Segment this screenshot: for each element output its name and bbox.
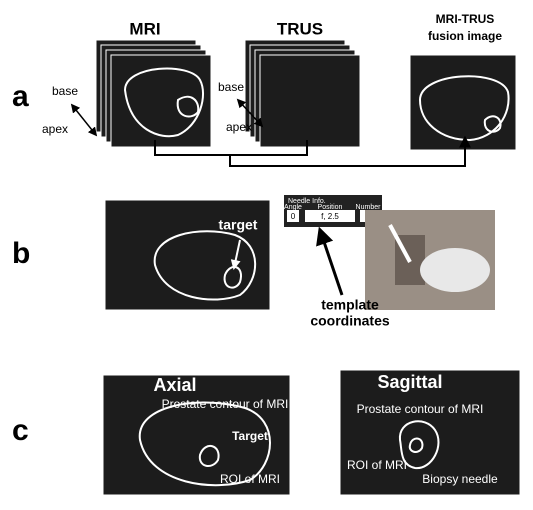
trus-title: TRUS	[277, 19, 323, 38]
box-header: Number	[356, 204, 382, 211]
caption: template	[321, 297, 379, 313]
box-header: Angle	[284, 204, 302, 211]
sagittal-image	[339, 369, 521, 496]
axis-label: base	[218, 80, 244, 94]
annotation: Prostate contour of MRI	[162, 397, 289, 411]
fusion-title: MRI-TRUS	[436, 12, 495, 26]
trus-stack	[244, 39, 361, 148]
axis-label: base	[52, 84, 78, 98]
mri-stack	[95, 39, 212, 148]
annotation: Prostate contour of MRI	[357, 402, 484, 416]
view-title: Axial	[153, 375, 196, 395]
annotation: target	[219, 217, 258, 233]
panel-label: a	[12, 80, 29, 113]
view-title: Sagittal	[377, 372, 442, 392]
fusion-image	[409, 54, 517, 151]
axis-label: apex	[42, 122, 68, 136]
box-title: Needle Info.	[288, 198, 326, 205]
photo	[365, 210, 495, 310]
box-value: 0	[291, 212, 296, 221]
axial-image	[102, 374, 291, 496]
fusion-title: fusion image	[428, 29, 502, 43]
annotation: Biopsy needle	[422, 472, 498, 486]
box-header: Position	[318, 204, 343, 211]
panel-label: b	[12, 237, 30, 270]
panel-label: c	[12, 414, 29, 447]
annotation: ROI of MRI	[347, 458, 407, 472]
mri-title: MRI	[129, 19, 160, 38]
box-value: f, 2.5	[321, 212, 339, 221]
axis-label: apex	[226, 120, 252, 134]
caption: coordinates	[310, 313, 390, 329]
annotation: Target	[232, 429, 268, 443]
annotation: ROI of MRI	[220, 472, 280, 486]
trus-image	[104, 199, 271, 311]
